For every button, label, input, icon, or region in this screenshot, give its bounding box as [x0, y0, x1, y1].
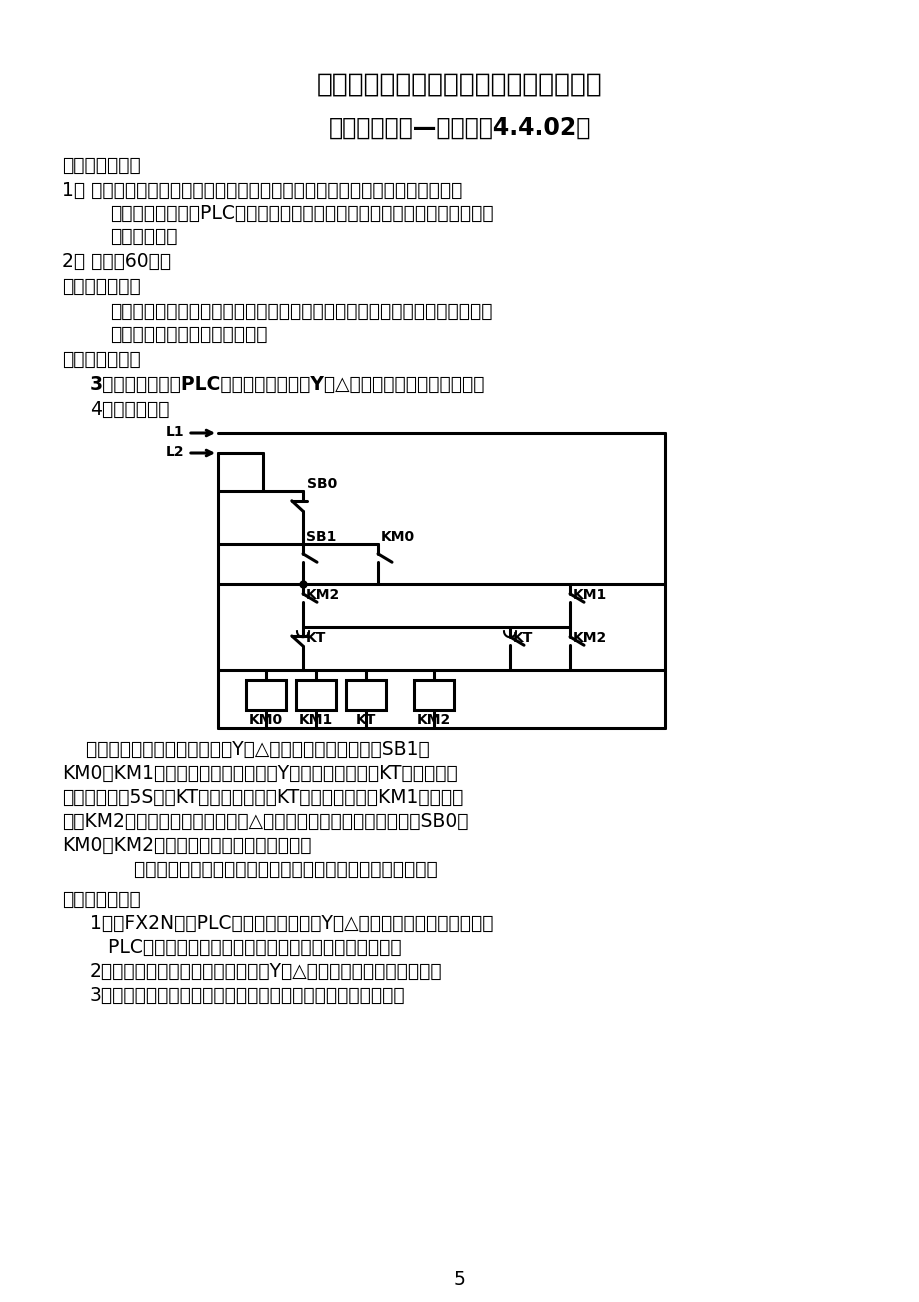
Text: KM2: KM2	[573, 631, 607, 644]
Text: KM0、KM2接触器失电，电动机停止运行。: KM0、KM2接触器失电，电动机停止运行。	[62, 836, 312, 855]
Text: 1、 要求：根据加工工艺过程，在规定的时间内完成控制电路的基本指令设计，: 1、 要求：根据加工工艺过程，在规定的时间内完成控制电路的基本指令设计，	[62, 181, 462, 201]
Text: KM0: KM0	[249, 713, 283, 727]
Text: 三、考核要求：: 三、考核要求：	[62, 156, 141, 174]
Text: 4、题目内容：: 4、题目内容：	[90, 400, 169, 419]
Text: SB1: SB1	[306, 530, 336, 544]
Text: 2、 时间：60分钟: 2、 时间：60分钟	[62, 253, 171, 271]
Text: KM2: KM2	[306, 589, 340, 602]
Text: 图示为继电器控制异步电动机Y－△起动电路。按启动按钮SB1，: 图示为继电器控制异步电动机Y－△起动电路。按启动按钮SB1，	[62, 740, 429, 759]
Text: 接通，当延时5S后，KT常闭触点断开，KT常开触点闭合，KM1接触器失: 接通，当延时5S后，KT常闭触点断开，KT常开触点闭合，KM1接触器失	[62, 788, 463, 807]
Bar	[414, 680, 453, 710]
Text: PLC梯形图、写出语句表（必须有栈存指令及块指令）。: PLC梯形图、写出语句表（必须有栈存指令及块指令）。	[90, 937, 402, 957]
Text: 5: 5	[454, 1269, 465, 1289]
Text: 2、用模拟设置控制三相异步电动机Y－△启动继电器电路运行过程。: 2、用模拟设置控制三相异步电动机Y－△启动继电器电路运行过程。	[90, 962, 442, 980]
Text: 各元器件说明如图，在自行分析电路功能后，完成考核要求。: 各元器件说明如图，在自行分析电路功能后，完成考核要求。	[110, 861, 437, 879]
Text: 将编制的程序输入PLC，按照被控制设备的动作要求进行调试，达到考核题: 将编制的程序输入PLC，按照被控制设备的动作要求进行调试，达到考核题	[110, 204, 494, 223]
Text: 四、考核要求：: 四、考核要求：	[62, 891, 141, 909]
Text: KM1: KM1	[573, 589, 607, 602]
Text: 上海市《维修电工中级工》职业技能鉴定: 上海市《维修电工中级工》职业技能鉴定	[317, 72, 602, 98]
Text: 3、题目名称：用PLC控制三相异步电机Y－△启动继电器控制电路系统。: 3、题目名称：用PLC控制三相异步电机Y－△启动继电器控制电路系统。	[90, 375, 485, 395]
Text: KM0、KM1接触器接通，电动机接成Y形联结启动。此时KT时间继电器: KM0、KM1接触器接通，电动机接成Y形联结启动。此时KT时间继电器	[62, 764, 458, 783]
Text: KT: KT	[356, 713, 376, 727]
Text: KM0: KM0	[380, 530, 414, 544]
Text: 规定的要求。: 规定的要求。	[110, 227, 177, 246]
Bar	[245, 680, 286, 710]
Text: 可编程控制器—试题单（4.4.02）: 可编程控制器—试题单（4.4.02）	[328, 116, 591, 141]
Text: 3、按基本指令编制的程序，进行程序输入并完成系统、调试。: 3、按基本指令编制的程序，进行程序输入并完成系统、调试。	[90, 986, 405, 1005]
Bar	[346, 680, 386, 710]
Text: 电，KM2接触器接通，电动机接成△形联结投入运行。当按停止按钮SB0，: 电，KM2接触器接通，电动机接成△形联结投入运行。当按停止按钮SB0，	[62, 812, 468, 831]
Text: KM1: KM1	[299, 713, 333, 727]
Text: KT: KT	[306, 631, 326, 644]
Text: KM2: KM2	[416, 713, 450, 727]
Text: 1、用FX2N系列PLC按三相异步电动机Y－△启动继电器控制电路图改成: 1、用FX2N系列PLC按三相异步电动机Y－△启动继电器控制电路图改成	[90, 914, 493, 934]
Text: 在规定的时间内考核不得延时。: 在规定的时间内考核不得延时。	[110, 326, 267, 344]
Bar	[296, 680, 335, 710]
Text: SB0: SB0	[307, 477, 337, 491]
Text: L1: L1	[165, 424, 185, 439]
Text: KT: KT	[513, 631, 533, 644]
Text: 三、考核内容：: 三、考核内容：	[62, 350, 141, 368]
Text: 四、评分原则：: 四、评分原则：	[62, 277, 141, 296]
Text: 按照完成的工作是否达到了全部或部分要求，由考评员按评分标准进行评分。: 按照完成的工作是否达到了全部或部分要求，由考评员按评分标准进行评分。	[110, 302, 492, 322]
Text: L2: L2	[165, 445, 185, 460]
